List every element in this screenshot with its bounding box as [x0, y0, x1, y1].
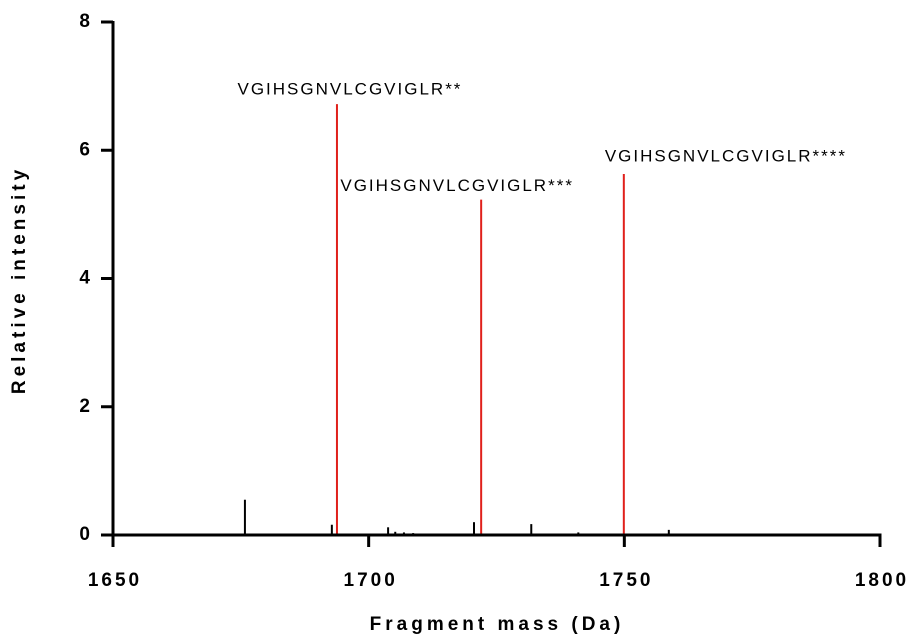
y-tick-label: 2 [79, 396, 93, 417]
x-tick-label: 1650 [88, 570, 142, 591]
x-tick-label: 1800 [855, 570, 909, 591]
y-tick-label: 8 [79, 11, 93, 32]
y-tick-label: 4 [79, 268, 93, 289]
peak-annotation: VGIHSGNVLCGVIGLR*** [340, 176, 574, 195]
y-tick-label: 0 [79, 524, 93, 545]
peak-annotation: VGIHSGNVLCGVIGLR**** [605, 146, 847, 165]
y-tick-label: 6 [79, 139, 93, 160]
peak-annotation: VGIHSGNVLCGVIGLR** [237, 80, 462, 99]
x-tick-label: 1700 [344, 570, 398, 591]
x-axis-title: Fragment mass (Da) [370, 614, 625, 635]
x-tick-label: 1750 [599, 570, 653, 591]
y-axis-title: Relative intensity [9, 166, 30, 394]
